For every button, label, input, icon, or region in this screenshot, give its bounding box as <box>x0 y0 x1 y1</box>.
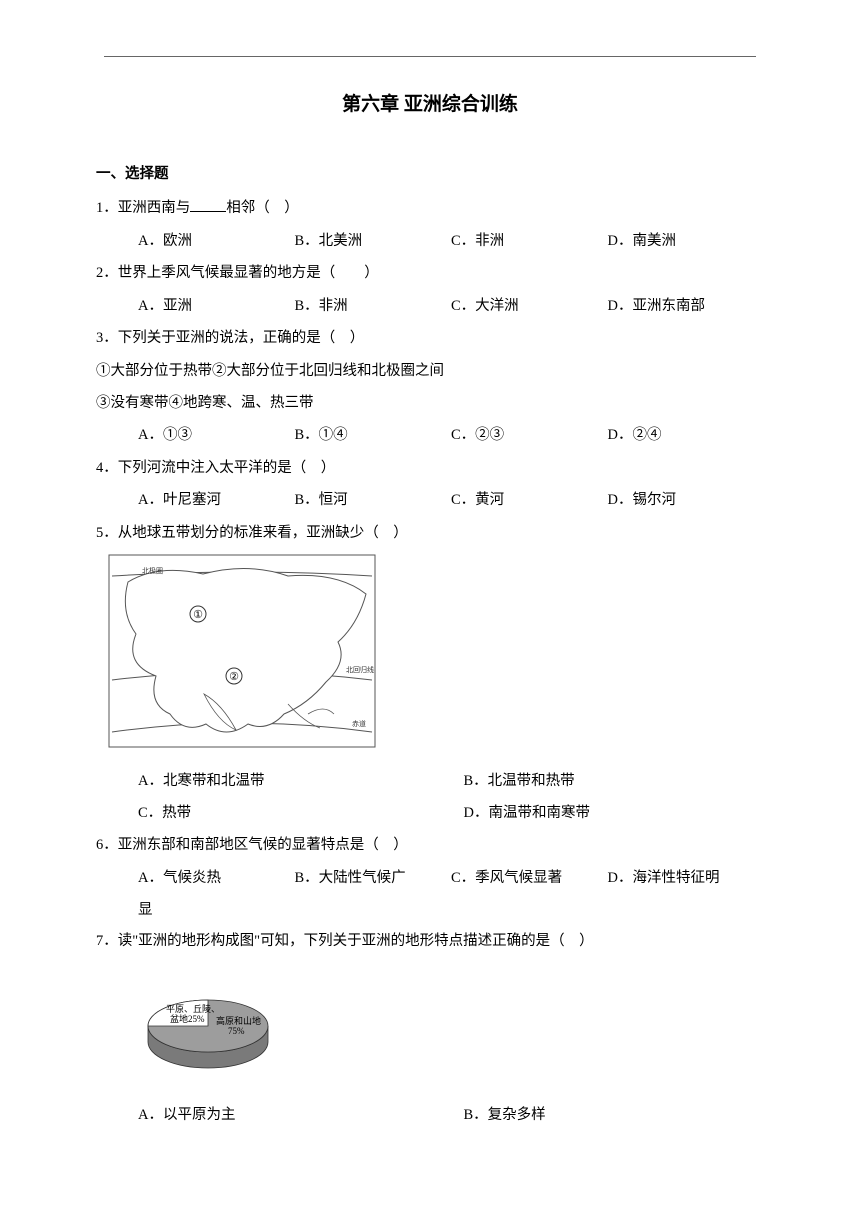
q2-opt-a[interactable]: A．亚洲 <box>138 291 295 321</box>
page-title: 第六章 亚洲综合训练 <box>96 85 764 125</box>
q1-stem-post: 相邻（ ） <box>226 200 299 216</box>
q1-options: A．欧洲 B．北美洲 C．非洲 D．南美洲 <box>138 226 764 256</box>
svg-text:北极圈: 北极圈 <box>142 566 163 575</box>
q6-stem: 6．亚洲东部和南部地区气候的显著特点是（ ） <box>96 830 764 860</box>
q6-opt-d-cont: 显 <box>138 895 764 925</box>
q3-opt-c[interactable]: C．②③ <box>451 420 608 450</box>
q3-note2: ③没有寒带④地跨寒、温、热三带 <box>96 388 764 418</box>
q1-opt-c[interactable]: C．非洲 <box>451 226 608 256</box>
q2-opt-d[interactable]: D．亚洲东南部 <box>608 291 765 321</box>
q4-opt-a[interactable]: A．叶尼塞河 <box>138 485 295 515</box>
q3-opt-a[interactable]: A．①③ <box>138 420 295 450</box>
terrain-pie-svg: 平原、丘陵、 盆地25% 高原和山地 75% <box>108 962 308 1082</box>
q5-opt-b[interactable]: B．北温带和热带 <box>464 766 764 796</box>
svg-text:北回归线: 北回归线 <box>346 665 374 674</box>
section-header: 一、选择题 <box>96 159 764 189</box>
q7-opt-a[interactable]: A．以平原为主 <box>138 1100 464 1130</box>
q4-stem: 4．下列河流中注入太平洋的是（ ） <box>96 453 764 483</box>
q6-opt-c[interactable]: C．季风气候显著 <box>451 863 608 893</box>
q5-opt-c[interactable]: C．热带 <box>138 798 464 828</box>
q2-opt-b[interactable]: B．非洲 <box>295 291 452 321</box>
q5-opt-d[interactable]: D．南温带和南寒带 <box>464 798 764 828</box>
q1-blank[interactable] <box>190 198 226 213</box>
q3-stem: 3．下列关于亚洲的说法，正确的是（ ） <box>96 323 764 353</box>
map-marker-1: ① <box>193 609 203 621</box>
q1-stem-pre: 1．亚洲西南与 <box>96 200 190 216</box>
q7-options-row1: A．以平原为主 B．复杂多样 <box>138 1100 764 1130</box>
q2-stem: 2．世界上季风气候最显著的地方是（ ） <box>96 258 764 288</box>
top-rule <box>104 56 756 57</box>
q1-opt-a[interactable]: A．欧洲 <box>138 226 295 256</box>
q7-stem: 7．读"亚洲的地形构成图"可知，下列关于亚洲的地形特点描述正确的是（ ） <box>96 926 764 956</box>
q5-options-row1: A．北寒带和北温带 B．北温带和热带 <box>138 766 764 796</box>
q1-opt-b[interactable]: B．北美洲 <box>295 226 452 256</box>
q3-note1: ①大部分位于热带②大部分位于北回归线和北极圈之间 <box>96 356 764 386</box>
q1-opt-d[interactable]: D．南美洲 <box>608 226 765 256</box>
asia-map-svg: ① ② 北极圈 北回归线 赤道 <box>108 554 376 748</box>
q6-opt-d[interactable]: D．海洋性特征明 <box>608 863 765 893</box>
q1-stem: 1．亚洲西南与 相邻（ ） <box>96 193 764 223</box>
q6-opt-b[interactable]: B．大陆性气候广 <box>295 863 452 893</box>
terrain-pie-figure: 平原、丘陵、 盆地25% 高原和山地 75% <box>108 962 764 1093</box>
q4-options: A．叶尼塞河 B．恒河 C．黄河 D．锡尔河 <box>138 485 764 515</box>
q2-options: A．亚洲 B．非洲 C．大洋洲 D．亚洲东南部 <box>138 291 764 321</box>
svg-text:赤道: 赤道 <box>352 719 366 728</box>
asia-map-figure: ① ② 北极圈 北回归线 赤道 <box>108 554 764 759</box>
q7-opt-b[interactable]: B．复杂多样 <box>464 1100 764 1130</box>
map-marker-2: ② <box>229 671 239 683</box>
q5-stem: 5．从地球五带划分的标准来看，亚洲缺少（ ） <box>96 518 764 548</box>
q5-options-row2: C．热带 D．南温带和南寒带 <box>138 798 764 828</box>
q6-options: A．气候炎热 B．大陆性气候广 C．季风气候显著 D．海洋性特征明 <box>138 863 764 893</box>
q4-opt-d[interactable]: D．锡尔河 <box>608 485 765 515</box>
q3-opt-d[interactable]: D．②④ <box>608 420 765 450</box>
q2-opt-c[interactable]: C．大洋洲 <box>451 291 608 321</box>
q4-opt-b[interactable]: B．恒河 <box>295 485 452 515</box>
q5-opt-a[interactable]: A．北寒带和北温带 <box>138 766 464 796</box>
q3-opt-b[interactable]: B．①④ <box>295 420 452 450</box>
q3-options: A．①③ B．①④ C．②③ D．②④ <box>138 420 764 450</box>
q6-opt-a[interactable]: A．气候炎热 <box>138 863 295 893</box>
q4-opt-c[interactable]: C．黄河 <box>451 485 608 515</box>
